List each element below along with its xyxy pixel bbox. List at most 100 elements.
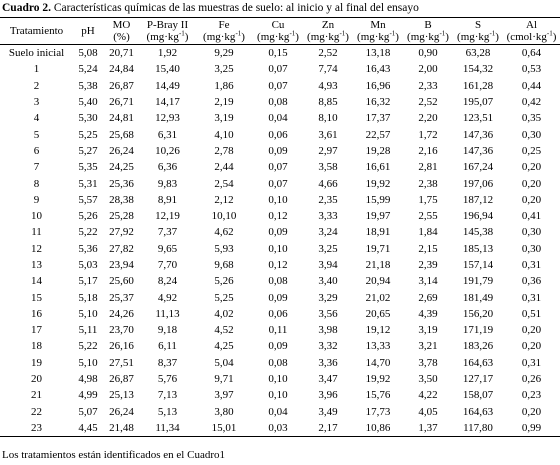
value-cell: 5,38 bbox=[78, 79, 98, 92]
column-header: pH bbox=[73, 17, 103, 45]
value-cell: 24,81 bbox=[109, 112, 134, 125]
value-cell: 0,09 bbox=[268, 340, 288, 353]
table-row: 16 5,10 24,26 11,13 4,02 0,06 3,56 20,65 4,39 156… bbox=[0, 306, 560, 322]
value-cell: 3,96 bbox=[318, 389, 338, 402]
value-cell: 3,78 bbox=[418, 356, 438, 369]
table-row: 8 5,31 25,36 9,83 2,54 0,07 4,66 19,92 2,38 197,0… bbox=[0, 175, 560, 191]
treatment-cell: 21 bbox=[31, 389, 42, 402]
value-cell: 20,65 bbox=[365, 307, 391, 320]
footnote: Los tratamientos están identificados en … bbox=[2, 449, 225, 461]
value-cell: 7,37 bbox=[157, 226, 178, 239]
value-cell: 164,63 bbox=[462, 405, 494, 418]
value-cell: 28,38 bbox=[109, 193, 134, 206]
header-unit: (mg·kg bbox=[357, 31, 390, 43]
value-cell: 0,06 bbox=[268, 128, 288, 141]
value-cell: 5,11 bbox=[78, 324, 98, 337]
value-cell: 3,58 bbox=[318, 161, 338, 174]
value-cell: 5,24 bbox=[78, 63, 98, 76]
value-cell: 5,13 bbox=[157, 405, 178, 418]
value-cell: 0,42 bbox=[521, 96, 542, 109]
value-cell: 0,10 bbox=[268, 389, 288, 402]
table-row: Suelo inicial 5,08 20,71 1,92 9,29 0,15 2,52 13… bbox=[0, 45, 560, 62]
header-name: Fe bbox=[218, 19, 230, 31]
table-row: 7 5,35 24,25 6,36 2,44 0,07 3,58 16,61 2,81 167,2… bbox=[0, 159, 560, 175]
value-cell: 4,99 bbox=[78, 389, 98, 402]
header-unit: (mg·kg bbox=[407, 31, 440, 43]
value-cell: 16,96 bbox=[365, 79, 391, 92]
value-cell: 1,72 bbox=[418, 128, 438, 141]
value-cell: 3,98 bbox=[318, 324, 338, 337]
treatment-cell: 7 bbox=[33, 161, 40, 174]
value-cell: 5,30 bbox=[78, 112, 98, 125]
caption-text: Características químicas de las muestras… bbox=[53, 2, 419, 14]
value-cell: 16,61 bbox=[365, 161, 391, 174]
header-unit-exponent: -1 bbox=[546, 29, 553, 38]
caption-label: Cuadro 2. bbox=[2, 2, 51, 14]
value-cell: 4,62 bbox=[214, 226, 234, 239]
value-cell: 26,16 bbox=[109, 340, 134, 353]
value-cell: 2,52 bbox=[418, 96, 438, 109]
value-cell: 3,61 bbox=[318, 128, 338, 141]
value-cell: 25,36 bbox=[109, 177, 134, 190]
table-row: 1 5,24 24,84 15,40 3,25 0,07 7,74 16,43 2,00 154,… bbox=[0, 61, 560, 77]
table-row: 19 5,10 27,51 8,37 5,04 0,08 3,36 14,70 3,78 164,… bbox=[0, 355, 560, 371]
header-unit-exponent: -1 bbox=[389, 29, 396, 38]
column-header: Al (cmol·kg-1) bbox=[503, 17, 560, 45]
header-row: Tratamiento pH MO (%) P-Bray II (mg·kg-1) Fe (m… bbox=[0, 17, 560, 45]
value-cell: 17,73 bbox=[365, 405, 391, 418]
value-cell: 2,44 bbox=[214, 161, 234, 174]
value-cell: 0,30 bbox=[521, 128, 542, 141]
value-cell: 0,08 bbox=[268, 96, 288, 109]
value-cell: 3,24 bbox=[318, 226, 338, 239]
value-cell: 2,78 bbox=[214, 144, 234, 157]
table-row: 18 5,22 26,16 6,11 4,25 0,09 3,32 13,33 3,21 183,… bbox=[0, 338, 560, 354]
value-cell: 127,17 bbox=[462, 373, 494, 386]
value-cell: 0,53 bbox=[521, 63, 542, 76]
header-unit-end: ) bbox=[345, 31, 349, 43]
value-cell: 5,27 bbox=[78, 144, 98, 157]
header-unit: (cmol·kg bbox=[506, 31, 547, 43]
value-cell: 0,07 bbox=[268, 177, 288, 190]
value-cell: 197,06 bbox=[462, 177, 494, 190]
value-cell: 13,18 bbox=[365, 47, 391, 60]
value-cell: 13,33 bbox=[365, 340, 391, 353]
value-cell: 2,35 bbox=[318, 193, 338, 206]
value-cell: 167,24 bbox=[462, 161, 494, 174]
value-cell: 15,01 bbox=[195, 419, 253, 438]
value-cell: 5,40 bbox=[78, 96, 98, 109]
value-cell: 63,28 bbox=[465, 47, 491, 60]
value-cell: 1,84 bbox=[418, 226, 438, 239]
treatment-cell: 8 bbox=[33, 177, 40, 190]
value-cell: 15,99 bbox=[365, 193, 391, 206]
value-cell: 9,83 bbox=[157, 177, 178, 190]
column-header: Tratamiento bbox=[0, 17, 73, 45]
column-header: S (mg·kg-1) bbox=[453, 17, 503, 45]
value-cell: 0,10 bbox=[268, 373, 288, 386]
value-cell: 19,12 bbox=[365, 324, 391, 337]
value-cell: 0,07 bbox=[268, 161, 288, 174]
value-cell: 0,09 bbox=[268, 226, 288, 239]
value-cell: 161,28 bbox=[462, 79, 494, 92]
value-cell: 23,70 bbox=[109, 324, 134, 337]
header-unit-exponent: -1 bbox=[289, 29, 296, 38]
value-cell: 6,11 bbox=[158, 340, 177, 353]
value-cell: 0,20 bbox=[521, 177, 542, 190]
table-row: 3 5,40 26,71 14,17 2,19 0,08 8,85 16,32 2,52 195,… bbox=[0, 94, 560, 110]
treatment-cell: 22 bbox=[31, 405, 42, 418]
header-unit-end: ) bbox=[552, 31, 557, 43]
value-cell: 21,48 bbox=[103, 419, 140, 438]
value-cell: 12,19 bbox=[155, 210, 180, 223]
header-unit-end: ) bbox=[495, 31, 499, 43]
value-cell: 25,37 bbox=[109, 291, 134, 304]
value-cell: 0,25 bbox=[521, 144, 542, 157]
value-cell: 157,14 bbox=[462, 259, 494, 271]
value-cell: 14,49 bbox=[155, 79, 180, 92]
table-row: 20 4,98 26,87 5,76 9,71 0,10 3,47 19,92 3,50 127,… bbox=[0, 371, 560, 387]
table-row: 11 5,22 27,92 7,37 4,62 0,09 3,24 18,91 1,84 145,… bbox=[0, 224, 560, 240]
value-cell: 26,24 bbox=[109, 405, 134, 418]
header-unit-end: ) bbox=[184, 31, 189, 43]
treatment-cell: Suelo inicial bbox=[8, 47, 65, 60]
value-cell: 117,80 bbox=[453, 419, 503, 438]
value-cell: 0,12 bbox=[268, 259, 288, 271]
value-cell: 4,92 bbox=[157, 291, 178, 304]
